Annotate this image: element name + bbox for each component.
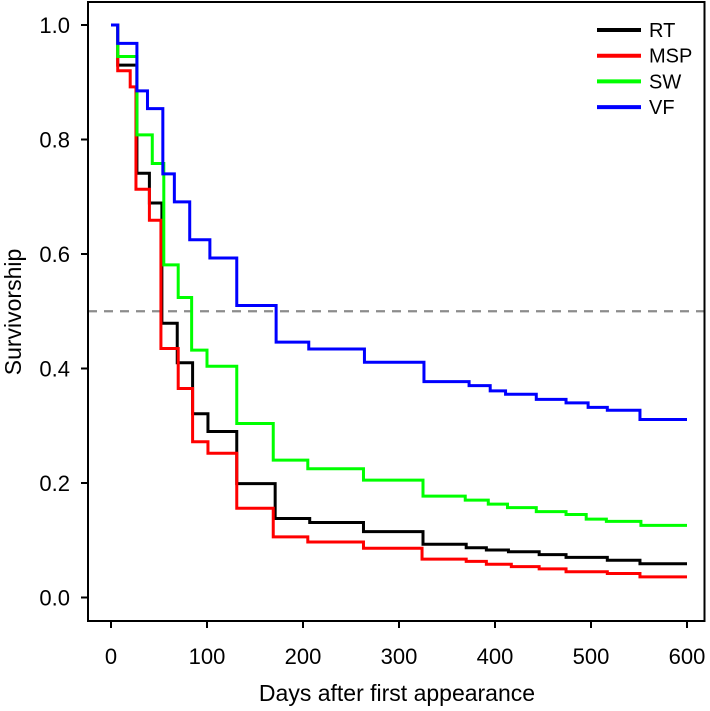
- y-tick-label: 1.0: [39, 13, 70, 38]
- x-tick-label: 300: [381, 644, 418, 669]
- y-tick-label: 0.0: [39, 586, 70, 611]
- legend-label-VF: VF: [649, 97, 675, 119]
- series-SW-line: [111, 23, 687, 527]
- y-tick-label: 0.4: [39, 357, 70, 382]
- x-tick-label: 200: [285, 644, 322, 669]
- x-tick-label: 400: [477, 644, 514, 669]
- x-tick-label: 100: [189, 644, 226, 669]
- y-tick-label: 0.2: [39, 471, 70, 496]
- series-MSP-line: [111, 23, 687, 579]
- legend: RT MSP SW VF: [597, 20, 692, 119]
- series-VF-line: [111, 23, 687, 421]
- plot-border: [87, 1, 706, 622]
- x-tick-label: 600: [669, 644, 706, 669]
- legend-label-MSP: MSP: [649, 46, 692, 68]
- x-tick-label: 0: [105, 644, 117, 669]
- y-tick-label: 0.8: [39, 128, 70, 153]
- legend-label-SW: SW: [649, 71, 681, 93]
- x-tick-label: 500: [573, 644, 610, 669]
- y-tick-label: 0.6: [39, 242, 70, 267]
- x-axis-label: Days after first appearance: [259, 680, 535, 706]
- legend-label-RT: RT: [649, 20, 675, 42]
- y-axis-label: Survivorship: [0, 249, 26, 376]
- series-RT-line: [111, 23, 687, 566]
